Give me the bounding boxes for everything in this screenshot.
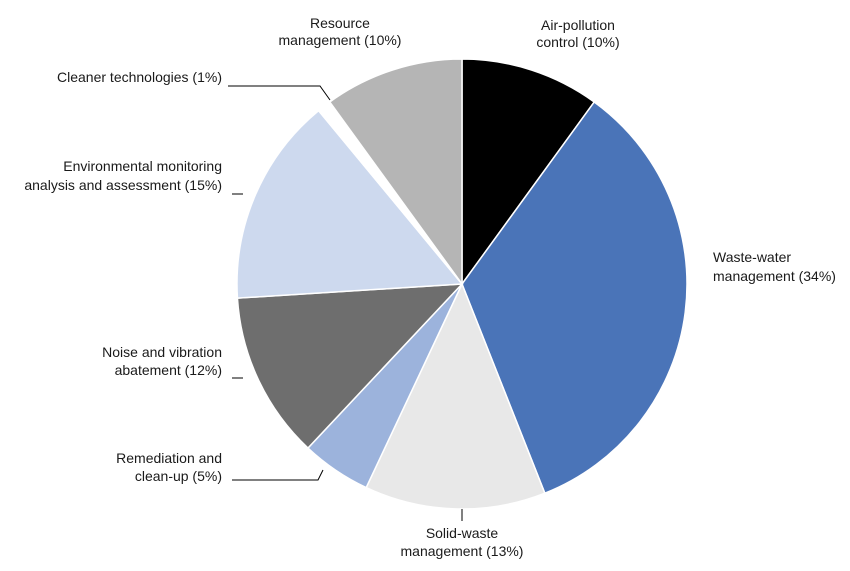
slice-label-line: Environmental monitoring [63,158,222,174]
slice-label: Cleaner technologies (1%) [57,69,222,85]
slice-labels: Air-pollution control (10%) Waste-water man… [24,15,836,559]
slice-label-line: Resource [310,15,370,31]
slice-label-line: Waste-water [713,249,791,265]
slice-label: Remediation and clean-up (5%) [116,450,222,484]
pie-slice [328,58,463,287]
slice-label-line: Cleaner technologies (1%) [57,69,222,85]
slice-label: Air-pollution control (10%) [536,17,619,50]
slice-label: Waste-water management (34%) [713,249,836,284]
slice-label-line: management (34%) [713,268,836,284]
slice-label: Environmental monitoring analysis and ass… [24,158,222,193]
slice-label-line: Solid-waste [426,525,499,541]
slice-label-line: Air-pollution [541,17,615,33]
slice-label-line: control (10%) [536,34,619,50]
slice-label-line: Remediation and [116,450,222,466]
slice-label-line: clean-up (5%) [135,468,222,484]
slice-label-line: management (10%) [279,32,402,48]
pie-slice [461,58,596,287]
leader-line [228,85,331,101]
pie-slice [236,109,464,299]
slice-label: Noise and vibration abatement (12%) [102,344,222,378]
slice-label-line: abatement (12%) [115,362,222,378]
pie-slice [236,283,464,450]
slice-label-line: analysis and assessment (15%) [24,177,222,193]
leader-lines [228,85,463,521]
slice-label: Solid-waste management (13%) [401,525,524,559]
slice-label-line: management (13%) [401,543,524,559]
pie-slice [365,282,546,510]
pie-slices [236,58,688,510]
slice-label: Resource management (10%) [279,15,402,48]
leader-line [232,469,324,481]
pie-slice [461,100,688,495]
slice-label-line: Noise and vibration [102,344,222,360]
